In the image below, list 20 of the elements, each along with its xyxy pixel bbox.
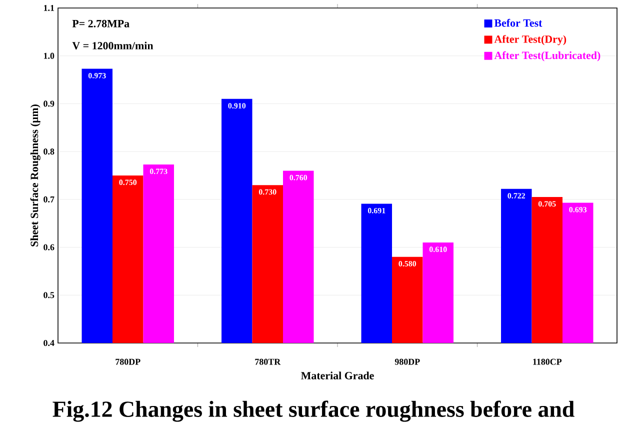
text: Fig.12 Changes in sheet surface roughness before and: [52, 400, 574, 422]
y-tick-label: 0.7: [44, 196, 54, 202]
legend-label: Befor Test: [494, 18, 542, 27]
y-tick-label: 1.0: [44, 52, 54, 59]
annotation: P= 2.78MPa: [72, 20, 130, 28]
annotation: V = 1200mm/min: [72, 42, 154, 50]
legend-label: After Test(Dry): [494, 35, 566, 46]
x-tick-label: 780DP: [116, 358, 140, 365]
y-tick-label: 1.1: [44, 4, 54, 12]
x-tick-label: 780TR: [255, 358, 281, 365]
y-tick-label: 0.9: [44, 100, 54, 107]
legend-label: After Test(Lubricated): [494, 51, 600, 62]
y-tick-label: 0.8: [44, 148, 54, 155]
y-tick-label: 0.5: [44, 292, 54, 298]
x-tick-label: 980DP: [394, 358, 420, 365]
y-tick-label: 0.4: [44, 340, 54, 346]
y-axis-title: Sheet Surface Roughness (μm): [30, 104, 40, 246]
y-tick-label: 0.6: [44, 244, 54, 250]
x-tick-label: 1180CP: [533, 358, 562, 365]
x-axis-title: Material Grade: [301, 372, 374, 380]
